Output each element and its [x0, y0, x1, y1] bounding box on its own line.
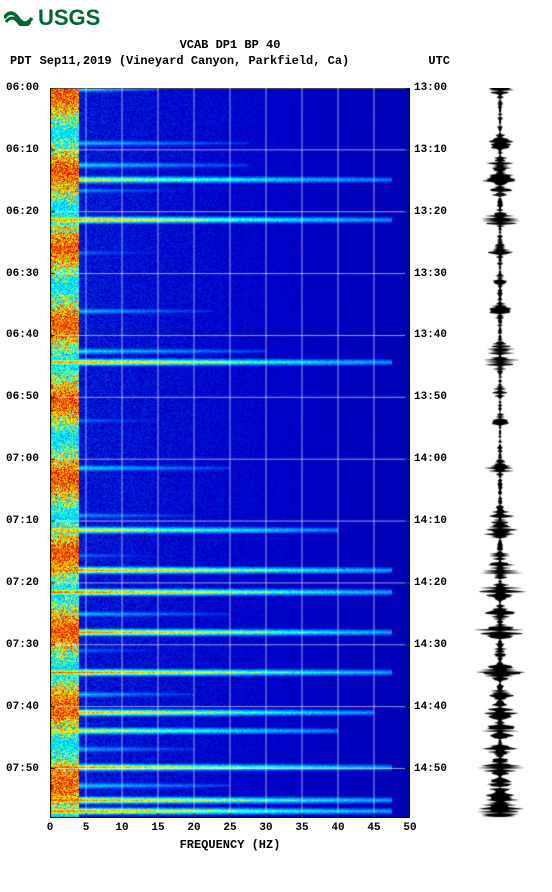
x-axis-labels: 05101520253035404550 — [50, 822, 410, 836]
x-tick: 5 — [83, 822, 90, 834]
y-right-tick: 14:30 — [414, 639, 447, 651]
y-left-tick: 07:20 — [6, 577, 39, 589]
y-axis-right-labels: 13:0013:1013:2013:3013:4013:5014:0014:10… — [414, 88, 454, 818]
y-left-tick: 06:00 — [6, 82, 39, 94]
x-tick: 40 — [331, 822, 344, 834]
x-tick: 50 — [403, 822, 416, 834]
y-right-tick: 13:30 — [414, 268, 447, 280]
y-right-tick: 13:20 — [414, 206, 447, 218]
y-right-tick: 14:20 — [414, 577, 447, 589]
x-axis-title: FREQUENCY (HZ) — [50, 838, 410, 852]
x-tick: 30 — [259, 822, 272, 834]
tz-left-label: PDT — [10, 54, 32, 68]
y-left-tick: 06:50 — [6, 391, 39, 403]
x-tick: 0 — [47, 822, 54, 834]
y-right-tick: 13:00 — [414, 82, 447, 94]
subtitle-date: Sep11,2019 (Vineyard Canyon, Parkfield, … — [32, 54, 429, 68]
seismogram-canvas — [460, 88, 540, 818]
y-right-tick: 13:40 — [414, 329, 447, 341]
y-left-tick: 06:40 — [6, 329, 39, 341]
y-left-tick: 06:30 — [6, 268, 39, 280]
usgs-logo: USGS — [4, 4, 100, 32]
chart-title: VCAB DP1 BP 40 — [0, 38, 460, 52]
y-right-tick: 14:00 — [414, 453, 447, 465]
x-tick: 20 — [187, 822, 200, 834]
usgs-wave-icon — [4, 4, 34, 32]
y-axis-left-labels: 06:0006:1006:2006:3006:4006:5007:0007:10… — [6, 88, 46, 818]
seismogram-plot — [460, 88, 540, 818]
y-right-tick: 13:10 — [414, 144, 447, 156]
y-left-tick: 07:50 — [6, 763, 39, 775]
y-right-tick: 14:40 — [414, 701, 447, 713]
usgs-logo-text: USGS — [38, 5, 100, 31]
spectrogram-plot — [50, 88, 410, 818]
y-right-tick: 14:50 — [414, 763, 447, 775]
x-tick: 35 — [295, 822, 308, 834]
y-left-tick: 06:10 — [6, 144, 39, 156]
x-tick: 25 — [223, 822, 236, 834]
y-left-tick: 07:30 — [6, 639, 39, 651]
y-left-tick: 06:20 — [6, 206, 39, 218]
y-right-tick: 13:50 — [414, 391, 447, 403]
y-left-tick: 07:40 — [6, 701, 39, 713]
y-left-tick: 07:00 — [6, 453, 39, 465]
y-right-tick: 14:10 — [414, 515, 447, 527]
y-left-tick: 07:10 — [6, 515, 39, 527]
chart-subtitle: PDT Sep11,2019 (Vineyard Canyon, Parkfie… — [10, 54, 450, 68]
x-tick: 10 — [115, 822, 128, 834]
x-tick: 15 — [151, 822, 164, 834]
tz-right-label: UTC — [428, 54, 450, 68]
spectrogram-canvas — [50, 88, 410, 818]
x-tick: 45 — [367, 822, 380, 834]
